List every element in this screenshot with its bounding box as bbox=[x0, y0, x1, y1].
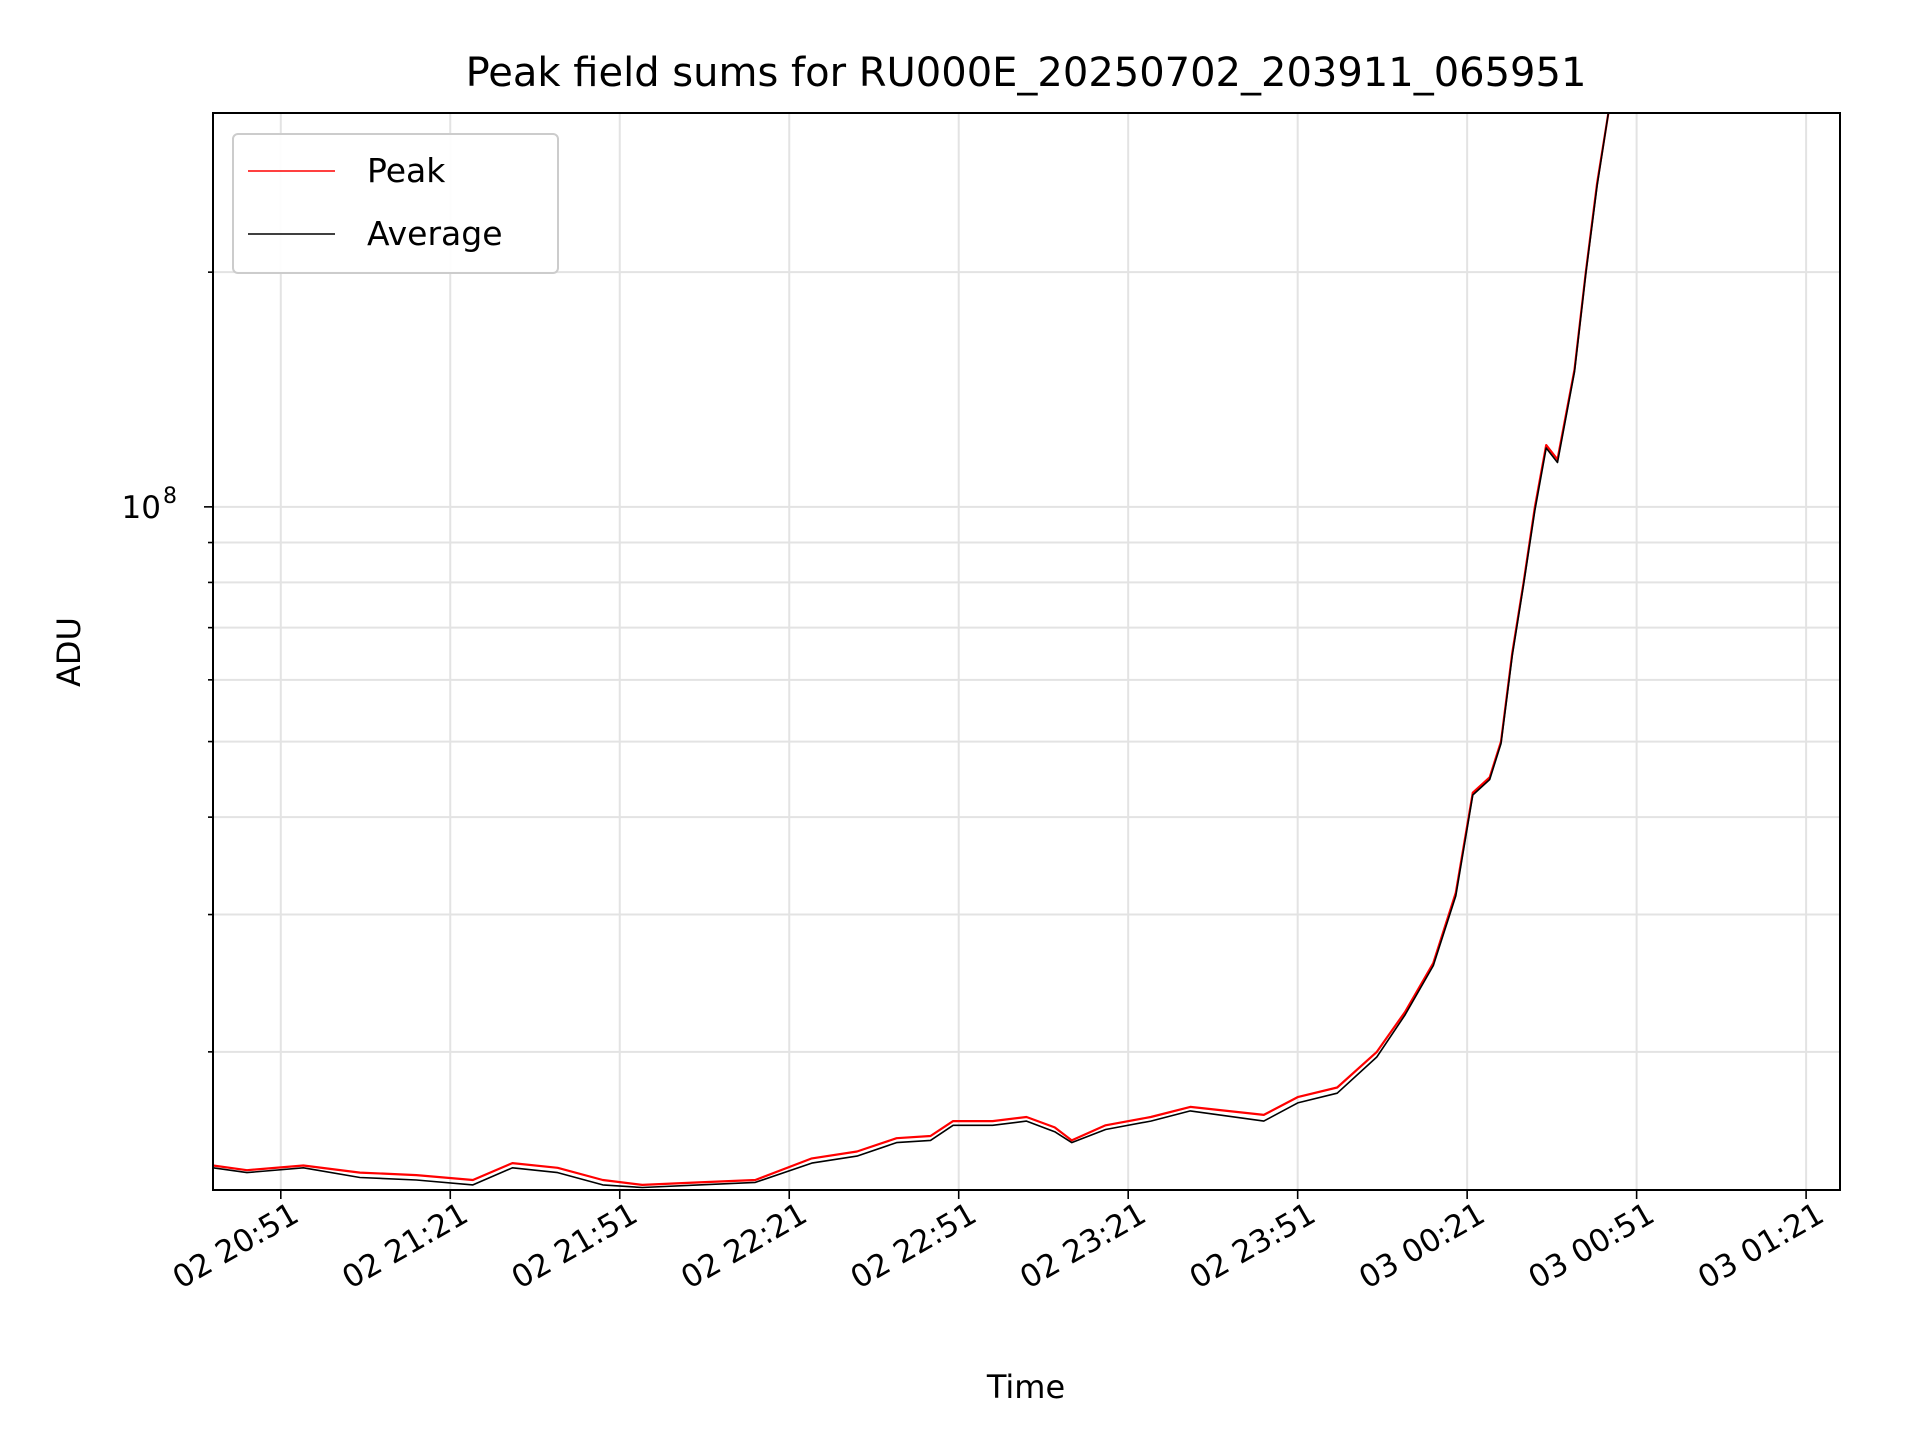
legend-box bbox=[232, 133, 559, 274]
series-line-average bbox=[213, 113, 1610, 1189]
legend-label-peak: Peak bbox=[367, 151, 446, 190]
grid bbox=[213, 113, 1840, 1190]
legend: Peak Average bbox=[232, 133, 559, 274]
y-tick-label-exponent: 8 bbox=[163, 484, 177, 509]
legend-label-average: Average bbox=[367, 214, 503, 253]
x-axis-label: Time bbox=[986, 1368, 1065, 1406]
y-axis-label: ADU bbox=[50, 617, 88, 687]
chart-title: Peak field sums for RU000E_20250702_2039… bbox=[466, 50, 1587, 96]
y-tick-label: 10 bbox=[122, 490, 161, 526]
series-group bbox=[213, 113, 1610, 1189]
plot-frame bbox=[212, 112, 1841, 1191]
